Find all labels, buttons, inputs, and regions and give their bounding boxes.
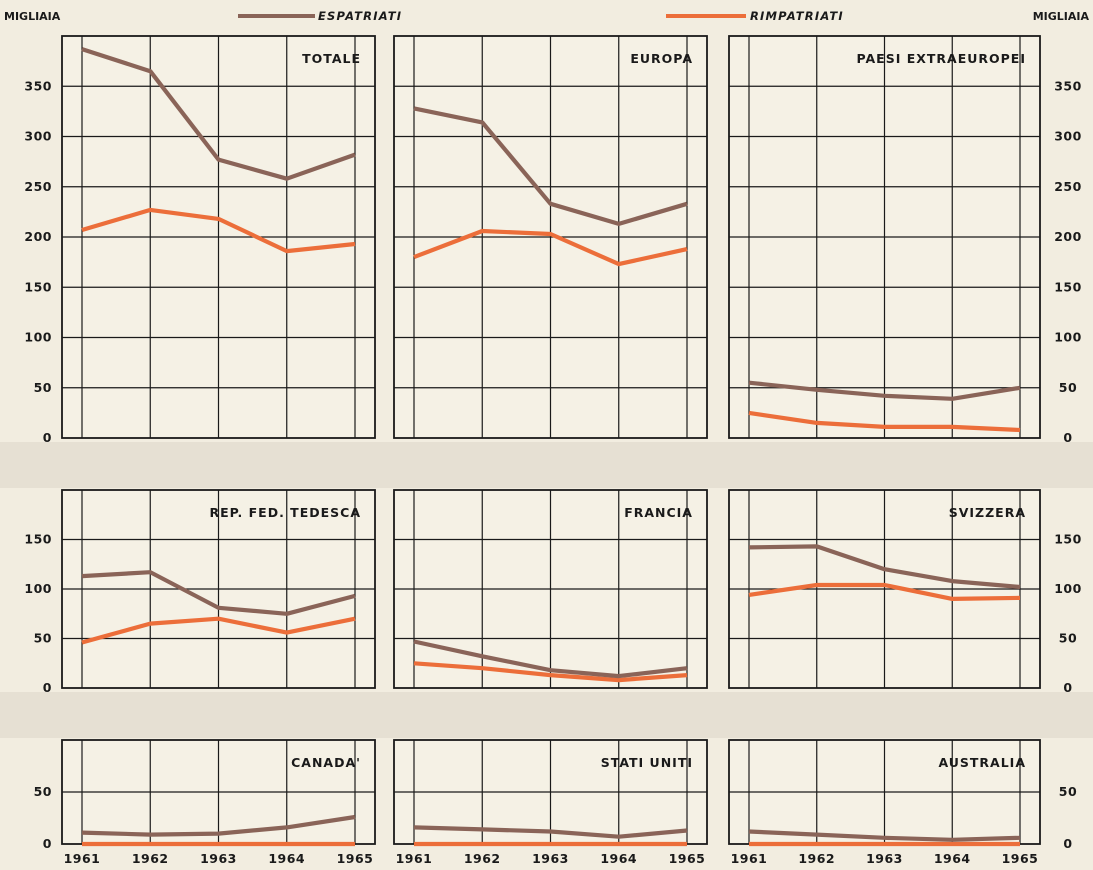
y-tick-label-right: 50 xyxy=(1059,380,1077,395)
panel-svizzera-frame xyxy=(728,489,1041,689)
y-tick-label-right: 100 xyxy=(1054,330,1082,345)
panel-totale-title: TOTALE xyxy=(302,51,361,66)
panel-paesi-extraeuropei-frame xyxy=(728,35,1041,439)
x-tick-label: 1962 xyxy=(798,851,835,866)
units-left-label: MIGLIAIA xyxy=(4,10,61,23)
x-tick-label: 1963 xyxy=(532,851,569,866)
x-tick-label: 1963 xyxy=(200,851,237,866)
panel-rep-fed-tedesca: REP. FED. TEDESCA 0 50 100 150 xyxy=(24,489,376,695)
x-tick-label: 1961 xyxy=(731,851,768,866)
panel-europa: EUROPA xyxy=(393,35,708,439)
panel-europa-frame xyxy=(393,35,708,439)
y-tick-label-left: 0 xyxy=(43,680,52,695)
y-tick-label-left: 0 xyxy=(43,430,52,445)
panel-totale-frame xyxy=(61,35,376,439)
y-tick-label-left: 100 xyxy=(24,581,52,596)
separator-band-2 xyxy=(0,692,1093,738)
y-tick-label-left: 50 xyxy=(34,631,52,646)
y-tick-label-left: 250 xyxy=(24,179,52,194)
x-tick-label: 1965 xyxy=(1002,851,1039,866)
x-tick-label: 1965 xyxy=(337,851,374,866)
y-tick-label-right: 350 xyxy=(1054,78,1082,93)
panel-paesi-extraeuropei: PAESI EXTRAEUROPEI 0 50 100 150 200 250 300 350 xyxy=(728,35,1082,445)
panel-canada-title: CANADA' xyxy=(291,755,361,770)
panel-australia-title: AUSTRALIA xyxy=(938,755,1026,770)
y-tick-label-left: 50 xyxy=(34,380,52,395)
x-tick-label: 1961 xyxy=(396,851,433,866)
panels: TOTALE 0 50 100 150 200 250 300 350 EUROPA PAESI E… xyxy=(24,35,1082,866)
panel-rep-fed-tedesca-frame xyxy=(61,489,376,689)
y-tick-label-left: 150 xyxy=(24,279,52,294)
legend-rimpatriati-label: RIMPATRIATI xyxy=(750,9,844,23)
legend: ESPATRIATI RIMPATRIATI xyxy=(238,9,844,23)
panel-stati-uniti: STATI UNITI 1961 1962 1963 1964 1965 xyxy=(393,739,708,866)
x-tick-label: 1962 xyxy=(132,851,169,866)
y-tick-label-right: 300 xyxy=(1054,129,1082,144)
panel-svizzera-title: SVIZZERA xyxy=(949,505,1026,520)
y-tick-label-right: 200 xyxy=(1054,229,1082,244)
x-tick-label: 1965 xyxy=(669,851,706,866)
x-tick-label: 1963 xyxy=(866,851,903,866)
y-tick-label-right: 150 xyxy=(1054,532,1082,547)
units-right-label: MIGLIAIA xyxy=(1033,10,1090,23)
panel-totale: TOTALE 0 50 100 150 200 250 300 350 xyxy=(24,35,376,445)
y-tick-label-right: 50 xyxy=(1059,784,1077,799)
x-tick-label: 1964 xyxy=(268,851,305,866)
panel-australia: AUSTRALIA 0 50 1961 1962 1963 1964 1965 xyxy=(728,739,1077,866)
y-tick-label-left: 150 xyxy=(24,532,52,547)
y-tick-label-right: 150 xyxy=(1054,279,1082,294)
y-tick-label-right: 0 xyxy=(1063,680,1072,695)
legend-espatriati-label: ESPATRIATI xyxy=(318,9,402,23)
y-tick-label-left: 200 xyxy=(24,229,52,244)
y-tick-label-right: 0 xyxy=(1063,836,1072,851)
y-tick-label-left: 50 xyxy=(34,784,52,799)
y-tick-label-right: 50 xyxy=(1059,631,1077,646)
separator-band-1 xyxy=(0,442,1093,488)
y-tick-label-left: 350 xyxy=(24,78,52,93)
x-tick-label: 1964 xyxy=(600,851,637,866)
panel-francia-title: FRANCIA xyxy=(624,505,693,520)
panel-francia: FRANCIA xyxy=(393,489,708,689)
x-tick-label: 1961 xyxy=(64,851,101,866)
panel-paesi-extraeuropei-title: PAESI EXTRAEUROPEI xyxy=(856,51,1026,66)
x-tick-label: 1964 xyxy=(934,851,971,866)
y-tick-label-left: 100 xyxy=(24,330,52,345)
panel-canada: CANADA' 0 50 1961 1962 1963 1964 1965 xyxy=(34,739,376,866)
panel-svizzera: SVIZZERA 0 50 100 150 xyxy=(728,489,1082,695)
panel-rep-fed-tedesca-title: REP. FED. TEDESCA xyxy=(209,505,361,520)
y-tick-label-right: 0 xyxy=(1063,430,1072,445)
y-tick-label-right: 100 xyxy=(1054,581,1082,596)
panel-francia-frame xyxy=(393,489,708,689)
x-tick-label: 1962 xyxy=(464,851,501,866)
panel-europa-title: EUROPA xyxy=(630,51,693,66)
y-tick-label-left: 0 xyxy=(43,836,52,851)
y-tick-label-right: 250 xyxy=(1054,179,1082,194)
y-tick-label-left: 300 xyxy=(24,129,52,144)
panel-stati-uniti-title: STATI UNITI xyxy=(601,755,693,770)
